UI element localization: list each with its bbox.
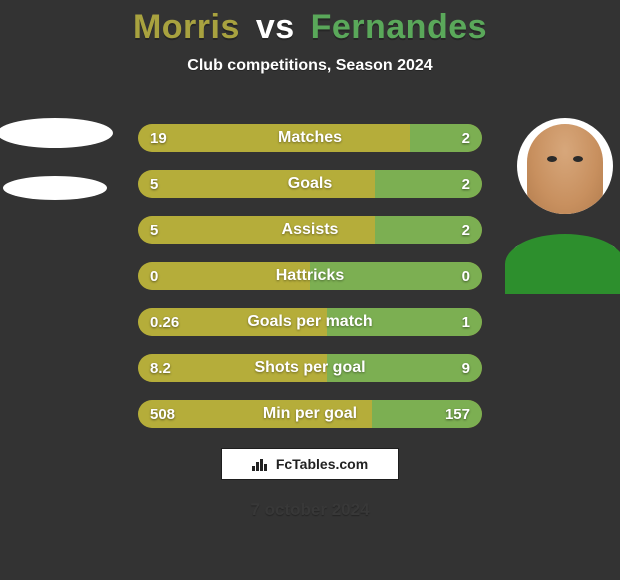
stat-value-right: 2 bbox=[462, 170, 470, 198]
stat-value-left: 5 bbox=[150, 216, 158, 244]
bars-icon bbox=[252, 457, 270, 471]
stat-value-left: 508 bbox=[150, 400, 175, 428]
stats-bars: Matches192Goals52Assists52Hattricks00Goa… bbox=[138, 124, 482, 446]
stat-value-left: 0.26 bbox=[150, 308, 179, 336]
date-label: 7 october 2024 bbox=[0, 500, 620, 520]
stat-row: Goals5 2 bbox=[138, 170, 482, 198]
stat-row: Hattricks0 0 bbox=[138, 262, 482, 290]
player1-shadow bbox=[3, 176, 107, 200]
stat-value-left: 5 bbox=[150, 170, 158, 198]
stat-value-right: 2 bbox=[462, 216, 470, 244]
brand-text: FcTables.com bbox=[276, 456, 368, 472]
stat-value-left: 8.2 bbox=[150, 354, 171, 382]
stat-value-right: 0 bbox=[462, 262, 470, 290]
stat-label: Shots per goal bbox=[138, 354, 482, 382]
stat-value-left: 19 bbox=[150, 124, 167, 152]
brand-badge: FcTables.com bbox=[221, 448, 399, 480]
title: Morris vs Fernandes bbox=[0, 0, 620, 47]
stat-value-left: 0 bbox=[150, 262, 158, 290]
player1-name: Morris bbox=[133, 8, 240, 46]
player2-name: Fernandes bbox=[311, 8, 487, 46]
stat-row: Assists5 2 bbox=[138, 216, 482, 244]
comparison-card: Morris vs Fernandes Club competitions, S… bbox=[0, 0, 620, 580]
subtitle: Club competitions, Season 2024 bbox=[0, 57, 620, 75]
player1-avatar-placeholder bbox=[0, 118, 113, 148]
stat-row: Goals per match0.26 1 bbox=[138, 308, 482, 336]
stat-label: Matches bbox=[138, 124, 482, 152]
stat-label: Goals bbox=[138, 170, 482, 198]
player2-column bbox=[510, 118, 620, 264]
stat-value-right: 157 bbox=[445, 400, 470, 428]
stat-row: Matches19 2 bbox=[138, 124, 482, 152]
stat-row: Shots per goal8.2 9 bbox=[138, 354, 482, 382]
stat-value-right: 9 bbox=[462, 354, 470, 382]
stat-label: Min per goal bbox=[138, 400, 482, 428]
stat-value-right: 2 bbox=[462, 124, 470, 152]
stat-row: Min per goal508 157 bbox=[138, 400, 482, 428]
player1-column bbox=[0, 118, 110, 200]
player2-avatar bbox=[517, 118, 613, 214]
stat-label: Hattricks bbox=[138, 262, 482, 290]
stat-label: Goals per match bbox=[138, 308, 482, 336]
stat-label: Assists bbox=[138, 216, 482, 244]
vs-label: vs bbox=[256, 8, 295, 46]
stat-value-right: 1 bbox=[462, 308, 470, 336]
